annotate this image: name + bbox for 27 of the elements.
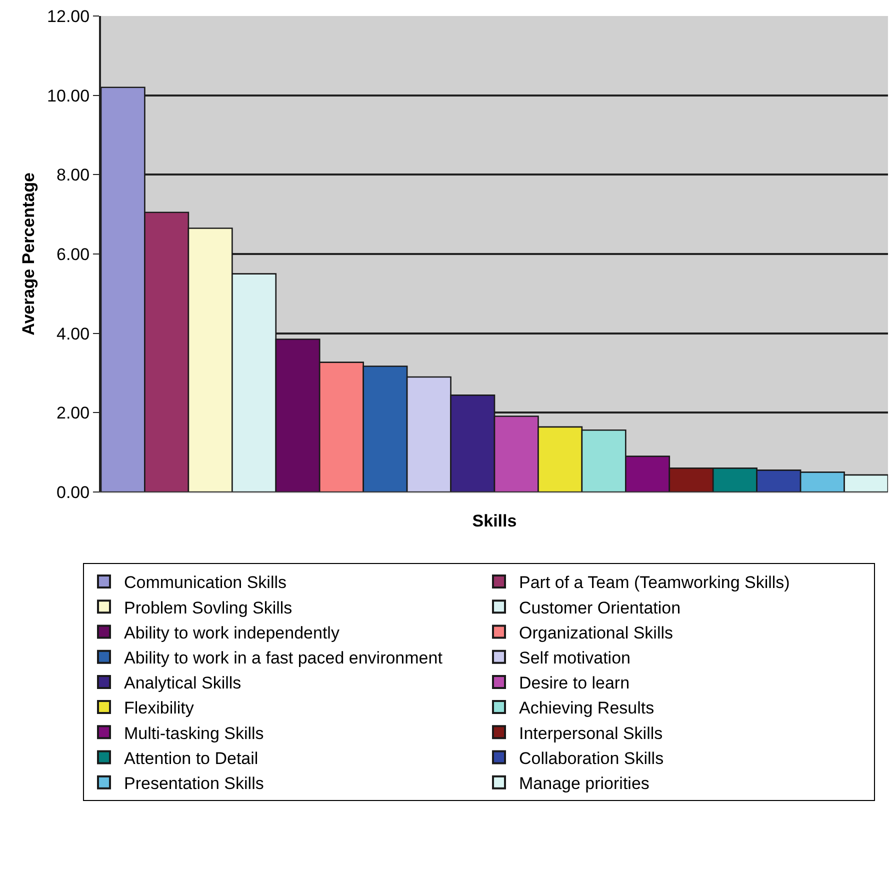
legend-label: Problem Sovling Skills [124, 598, 292, 618]
legend-label: Desire to learn [519, 674, 630, 693]
legend-label: Attention to Detail [124, 748, 258, 768]
legend-label: Customer Orientation [519, 598, 681, 618]
y-tick-label: 8.00 [56, 166, 90, 185]
y-tick-label: 2.00 [56, 404, 90, 423]
y-axis-title: Average Percentage [19, 172, 38, 336]
y-tick-label: 0.00 [56, 482, 90, 502]
y-tick-label: 12.00 [47, 6, 90, 26]
legend-label: Manage priorities [519, 774, 650, 793]
legend-label: Self motivation [519, 648, 630, 668]
legend-label: Ability to work independently [124, 623, 340, 642]
legend-label: Interpersonal Skills [519, 724, 663, 743]
y-tick-label: 10.00 [47, 86, 90, 106]
legend-label: Multi-tasking Skills [124, 724, 264, 743]
y-tick-label: 6.00 [56, 244, 90, 264]
legend-label: Collaboration Skills [519, 748, 664, 768]
y-tick-label: 4.00 [56, 324, 90, 344]
legend-label: Flexibility [124, 698, 194, 718]
legend-label: Ability to work in a fast paced environment [124, 648, 443, 668]
legend-label: Achieving Results [519, 698, 654, 718]
legend-label: Communication Skills [124, 573, 286, 592]
legend-label: Analytical Skills [124, 674, 242, 693]
legend-label: Part of a Team (Teamworking Skills) [519, 573, 790, 592]
legend-label: Presentation Skills [124, 774, 264, 793]
legend-label: Organizational Skills [519, 623, 674, 642]
x-axis-title: Skills [472, 511, 517, 530]
